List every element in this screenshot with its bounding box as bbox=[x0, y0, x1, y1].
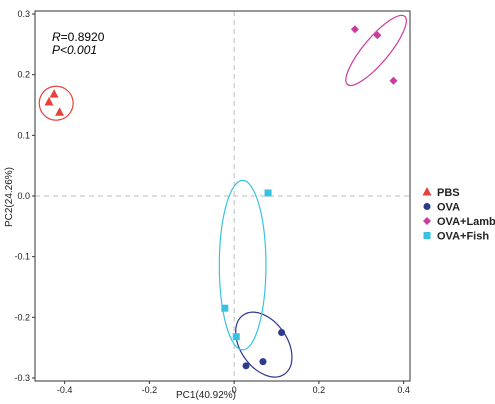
data-point-ova-lamb bbox=[373, 31, 382, 40]
y-tick-label: -0.3 bbox=[14, 373, 30, 383]
data-point-ova bbox=[278, 328, 286, 336]
legend-marker-pbs bbox=[422, 187, 432, 196]
x-axis-title: PC1(40.92%) bbox=[176, 390, 236, 401]
y-tick-label: -0.1 bbox=[14, 252, 30, 262]
p-value-annotation: P<0.001 bbox=[52, 43, 97, 57]
x-tick-label: 0.4 bbox=[397, 385, 410, 395]
series-ova bbox=[235, 311, 293, 378]
legend: PBS OVA OVA+Lamb OVA+Fish bbox=[422, 187, 495, 243]
data-point-pbs bbox=[49, 89, 59, 98]
data-point-ova-fish bbox=[232, 333, 240, 341]
y-tick-label: -0.2 bbox=[14, 312, 30, 322]
legend-label-ova: OVA bbox=[437, 202, 460, 214]
series-ova-fish bbox=[218, 179, 272, 351]
data-point-pbs bbox=[55, 107, 65, 116]
legend-marker-ova-lamb bbox=[423, 217, 431, 225]
data-point-ova-lamb bbox=[389, 76, 398, 85]
confidence-ellipse-ova-lamb bbox=[345, 14, 407, 87]
data-point-pbs bbox=[44, 96, 54, 106]
data-point-ova-fish bbox=[264, 189, 272, 197]
series-pbs bbox=[38, 85, 74, 121]
data-point-ova-lamb bbox=[350, 25, 359, 34]
axes: -0.4 -0.2 0 0.2 0.4 -0.3 -0.2 -0.1 0.0 0.1 0.2 0.3 bbox=[14, 9, 411, 395]
data-point-ova bbox=[259, 358, 267, 366]
x-tick-label: 0 bbox=[232, 385, 237, 395]
confidence-ellipse-ova-fish bbox=[218, 179, 267, 351]
x-tick-label: 0.2 bbox=[313, 385, 326, 395]
plot-area bbox=[35, 11, 410, 381]
y-tick-label: 0.0 bbox=[17, 191, 30, 201]
legend-marker-ova bbox=[423, 203, 431, 210]
y-axis-title: PC2(24.26%) bbox=[4, 167, 15, 227]
legend-label-pbs: PBS bbox=[437, 187, 460, 199]
data-point-ova-fish bbox=[221, 304, 229, 312]
data-point-ova bbox=[242, 362, 250, 370]
legend-marker-ova-fish bbox=[423, 232, 431, 239]
confidence-ellipse-ova bbox=[235, 311, 293, 378]
y-tick-label: 0.2 bbox=[17, 70, 30, 80]
y-tick-label: 0.3 bbox=[17, 9, 30, 19]
x-tick-label: -0.2 bbox=[142, 385, 158, 395]
series-ova-lamb bbox=[345, 14, 407, 87]
x-tick-label: -0.4 bbox=[57, 385, 73, 395]
r-value-annotation: R=0.8920 bbox=[52, 30, 105, 44]
y-tick-label: 0.1 bbox=[17, 130, 30, 140]
confidence-ellipse-pbs bbox=[38, 85, 74, 121]
legend-label-ova-fish: OVA+Fish bbox=[437, 231, 489, 243]
legend-label-ova-lamb: OVA+Lamb bbox=[437, 216, 495, 228]
